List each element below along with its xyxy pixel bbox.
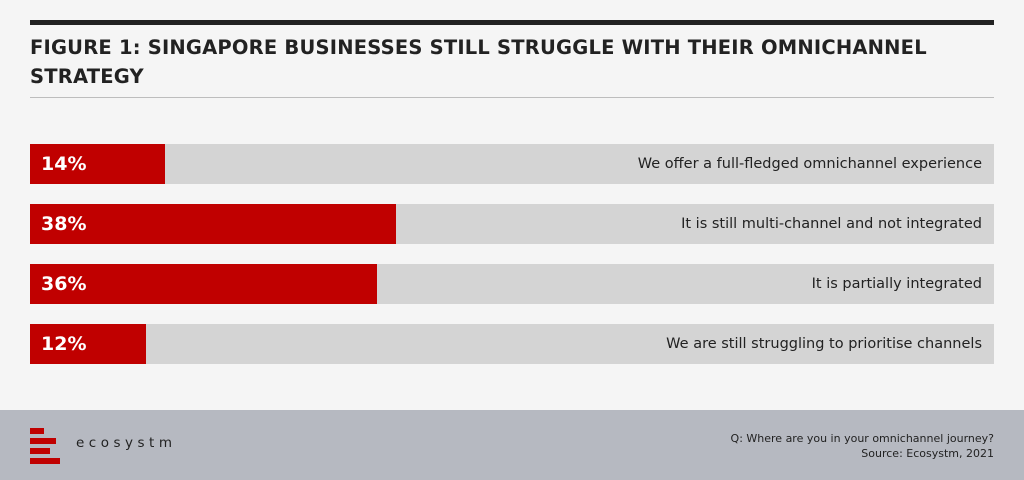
bar-row: 36% It is partially integrated (30, 264, 994, 304)
ecosystm-logo-icon (30, 428, 60, 464)
top-rule (30, 20, 994, 25)
bar-value-label: 14% (41, 153, 87, 175)
chart-title: FIGURE 1: SINGAPORE BUSINESSES STILL STR… (30, 36, 927, 88)
category-label: It is still multi-channel and not integr… (681, 216, 982, 232)
bar-value-label: 38% (41, 213, 87, 235)
bar (30, 324, 146, 364)
bar-chart: 14% We offer a full-fledged omnichannel e… (30, 144, 994, 384)
category-label: We are still struggling to prioritise ch… (666, 336, 982, 352)
bar-row: 38% It is still multi-channel and not int… (30, 204, 994, 244)
category-label: It is partially integrated (811, 276, 982, 292)
footer: ecosystm Q: Where are you in your omnich… (0, 410, 1024, 480)
bar (30, 144, 165, 184)
footer-notes: Q: Where are you in your omnichannel jou… (731, 431, 994, 461)
logo-text: ecosystm (76, 435, 177, 451)
bar (30, 264, 378, 304)
source-note: Source: Ecosystm, 2021 (861, 447, 994, 460)
category-label: We offer a full-fledged omnichannel expe… (637, 156, 982, 172)
bar-row: 12% We are still struggling to prioritise… (30, 324, 994, 364)
bar-value-label: 12% (41, 333, 87, 355)
bar-value-label: 36% (41, 273, 87, 295)
survey-question: Q: Where are you in your omnichannel jou… (730, 432, 994, 445)
bar (30, 204, 397, 244)
title-divider (30, 97, 994, 98)
bar-row: 14% We offer a full-fledged omnichannel e… (30, 144, 994, 184)
